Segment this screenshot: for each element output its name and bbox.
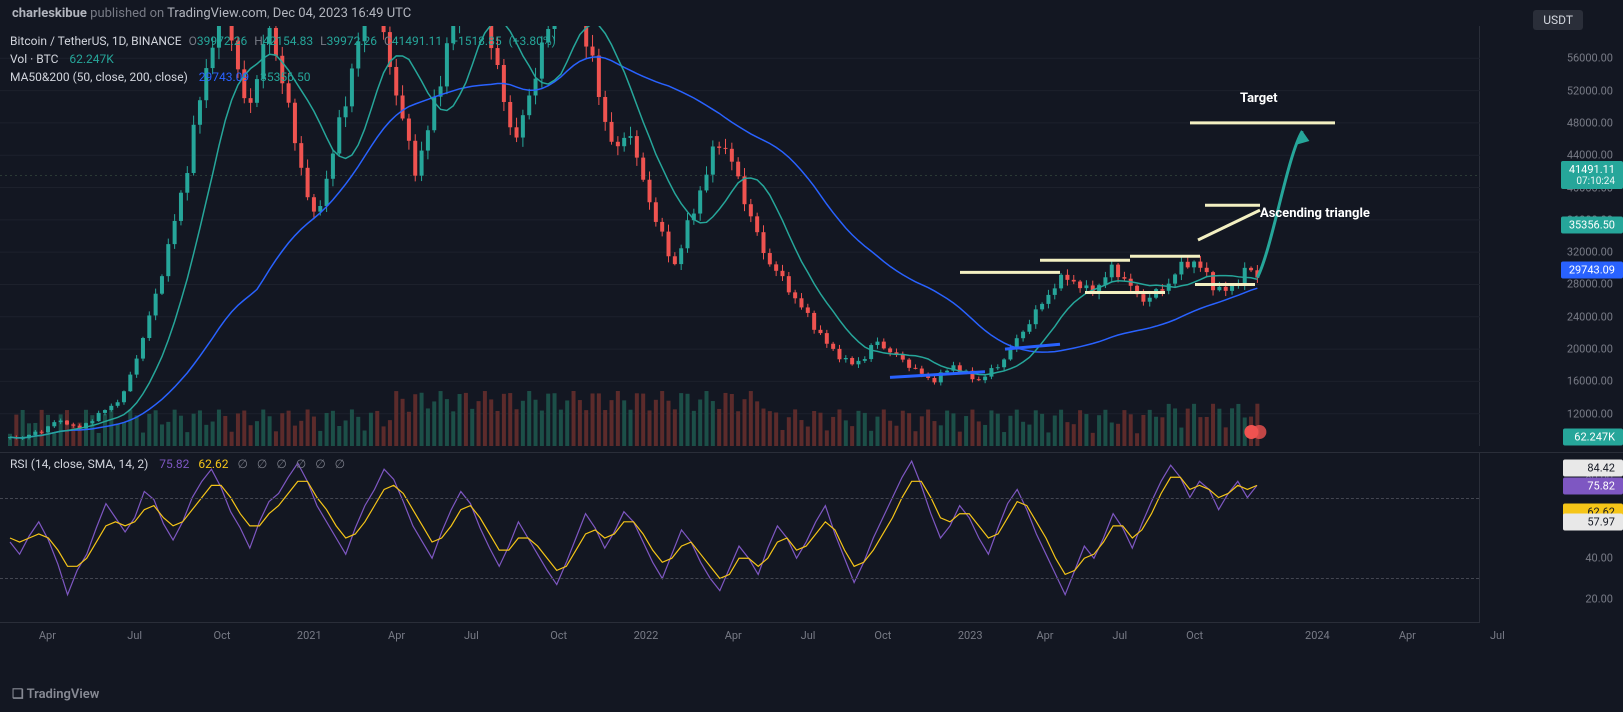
rsi-y-axis[interactable]: 80.0060.0040.0020.0084.4275.8262.6257.97 bbox=[1480, 452, 1623, 622]
price-y-axis[interactable]: 56000.0052000.0048000.0044000.0040000.00… bbox=[1480, 26, 1623, 446]
rsi-tag: 84.42 bbox=[1563, 460, 1623, 477]
publish-info: charleskibue published on TradingView.co… bbox=[12, 6, 411, 21]
time-tick: Apr bbox=[725, 629, 742, 642]
price-tick: 16000.00 bbox=[1567, 375, 1613, 388]
change-pct: (+3.80%) bbox=[509, 34, 556, 48]
price-tick: 48000.00 bbox=[1567, 116, 1613, 129]
time-axis[interactable]: Apr Jul Oct 2021 Apr Jul Oct 2022 Apr Jul Oct 2023 A… bbox=[0, 622, 1480, 650]
triangle-label: Ascending triangle bbox=[1260, 206, 1370, 221]
ma200-value: 29743.09 bbox=[199, 70, 249, 84]
ma-label: MA50&200 (50, close, 200, close) bbox=[10, 70, 188, 84]
rsi-lower-band bbox=[0, 578, 1479, 579]
price-tag: 41491.1107:10:24 bbox=[1561, 161, 1623, 189]
price-tick: 12000.00 bbox=[1567, 407, 1613, 420]
time-tick: Jul bbox=[1490, 629, 1505, 642]
time-tick: Apr bbox=[1399, 629, 1416, 642]
time-tick: Oct bbox=[1186, 629, 1203, 642]
price-chart[interactable]: Bitcoin / TetherUS, 1D, BINANCE O39972.2… bbox=[0, 26, 1480, 446]
change-abs: +1518.85 bbox=[451, 34, 501, 48]
vol-unit: BTC bbox=[36, 52, 58, 66]
price-tick: 20000.00 bbox=[1567, 343, 1613, 356]
ohlc-low: 39972.26 bbox=[327, 34, 377, 48]
price-svg bbox=[0, 26, 1480, 446]
time-tick: Oct bbox=[214, 629, 231, 642]
price-tick: 56000.00 bbox=[1567, 52, 1613, 65]
time-tick: 2024 bbox=[1305, 629, 1330, 642]
vol-label: Vol bbox=[10, 52, 27, 66]
tradingview-logo: ❏ TradingView bbox=[12, 687, 99, 702]
site-label: TradingView.com bbox=[167, 6, 267, 21]
rsi-tick: 40.00 bbox=[1585, 552, 1613, 565]
published-on-label: published on bbox=[90, 6, 164, 21]
rsi-upper-band bbox=[0, 498, 1479, 499]
time-tick: 2022 bbox=[634, 629, 659, 642]
rsi-extras: ∅ ∅ ∅ ∅ ∅ ∅ bbox=[238, 457, 349, 471]
author: charleskibue bbox=[12, 6, 87, 21]
time-tick: 2023 bbox=[958, 629, 983, 642]
time-tick: 2021 bbox=[297, 629, 322, 642]
ohlc-close: 41491.11 bbox=[392, 34, 442, 48]
rsi-legend: RSI (14, close, SMA, 14, 2) 75.82 62.62 … bbox=[10, 457, 348, 471]
time-tick: Jul bbox=[464, 629, 479, 642]
rsi-ma-value: 62.62 bbox=[198, 457, 228, 471]
time-tick: Jul bbox=[801, 629, 816, 642]
rsi-tag: 75.82 bbox=[1563, 477, 1623, 494]
rsi-value: 75.82 bbox=[159, 457, 189, 471]
rsi-svg bbox=[0, 453, 1480, 623]
price-tick: 24000.00 bbox=[1567, 310, 1613, 323]
ohlc-high: 42154.83 bbox=[263, 34, 313, 48]
price-tag: 62.247K bbox=[1563, 429, 1623, 446]
time-tick: Jul bbox=[127, 629, 142, 642]
price-tick: 44000.00 bbox=[1567, 149, 1613, 162]
time-tick: Jul bbox=[1112, 629, 1127, 642]
rsi-tick: 20.00 bbox=[1585, 592, 1613, 605]
ohlc-open: 39972.26 bbox=[197, 34, 247, 48]
target-label: Target bbox=[1240, 91, 1278, 106]
time-tick: Oct bbox=[874, 629, 891, 642]
chart-legend: Bitcoin / TetherUS, 1D, BINANCE O39972.2… bbox=[10, 32, 556, 86]
time-tick: Apr bbox=[1036, 629, 1053, 642]
ma50-value: 35356.50 bbox=[260, 70, 310, 84]
timestamp: Dec 04, 2023 16:49 UTC bbox=[273, 6, 411, 21]
rsi-chart[interactable]: RSI (14, close, SMA, 14, 2) 75.82 62.62 … bbox=[0, 452, 1480, 622]
time-tick: Apr bbox=[39, 629, 56, 642]
vol-value: 62.247K bbox=[69, 52, 113, 66]
symbol-label: Bitcoin / TetherUS, 1D, BINANCE bbox=[10, 34, 182, 48]
time-tick: Apr bbox=[388, 629, 405, 642]
rsi-tag: 57.97 bbox=[1563, 513, 1623, 530]
price-tag: 29743.09 bbox=[1561, 262, 1623, 279]
price-tag: 35356.50 bbox=[1561, 217, 1623, 234]
time-tick: Oct bbox=[550, 629, 567, 642]
price-tick: 28000.00 bbox=[1567, 278, 1613, 291]
rsi-label: RSI (14, close, SMA, 14, 2) bbox=[10, 457, 148, 471]
price-tick: 32000.00 bbox=[1567, 246, 1613, 259]
price-tick: 52000.00 bbox=[1567, 84, 1613, 97]
